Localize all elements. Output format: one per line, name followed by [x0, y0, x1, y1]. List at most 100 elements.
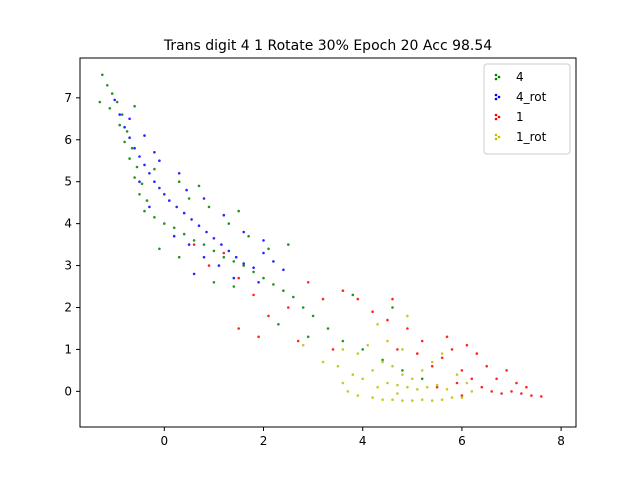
- point-1_rot-13: [406, 385, 409, 389]
- point-1_rot-44: [396, 392, 399, 395]
- point-1_rot-14: [416, 388, 419, 391]
- point-1-36: [505, 369, 508, 372]
- point-1-22: [371, 310, 374, 314]
- point-4_rot-2: [123, 125, 126, 129]
- point-4-8: [123, 140, 126, 144]
- plot-frame: [79, 57, 577, 428]
- point-1-31: [222, 251, 226, 255]
- point-1-26: [306, 281, 310, 284]
- point-4_rot-35: [222, 213, 226, 217]
- point-1-16: [495, 377, 498, 381]
- point-4_rot-26: [172, 234, 176, 238]
- point-1-14: [430, 364, 434, 368]
- point-1-6: [520, 392, 523, 395]
- point-1-15: [455, 381, 459, 385]
- point-1-3: [490, 390, 494, 393]
- point-1_rot-32: [430, 360, 434, 364]
- point-4-20: [182, 232, 186, 236]
- point-4_rot-40: [128, 117, 131, 121]
- y-tick-label: 4: [64, 217, 72, 231]
- y-tick-label: 2: [64, 300, 72, 314]
- point-4_rot-38: [192, 272, 196, 276]
- point-4-59: [133, 104, 136, 108]
- point-4_rot-42: [158, 159, 161, 162]
- point-4-26: [242, 264, 245, 267]
- point-4_rot-13: [182, 211, 186, 215]
- point-4-38: [401, 369, 404, 372]
- point-4_rot-10: [163, 193, 166, 196]
- point-4-23: [212, 249, 216, 253]
- point-4_rot-16: [205, 230, 208, 234]
- point-1_rot-33: [455, 373, 459, 376]
- point-4_rot-33: [177, 172, 181, 175]
- point-4_rot-22: [252, 266, 255, 270]
- point-4-10: [128, 157, 131, 160]
- point-4_rot-41: [143, 134, 146, 137]
- point-1_rot-22: [401, 373, 404, 376]
- x-tick-label: 2: [260, 434, 268, 448]
- point-1_rot-42: [440, 352, 444, 355]
- point-4_rot-14: [190, 218, 193, 221]
- point-4-44: [267, 247, 270, 251]
- legend-marker-1: [494, 113, 498, 117]
- point-1-12: [450, 348, 454, 351]
- point-4_rot-4: [133, 146, 136, 150]
- point-1_rot-34: [470, 390, 474, 393]
- point-4_rot-11: [168, 199, 171, 202]
- point-4-25: [232, 260, 236, 263]
- point-1_rot-21: [391, 364, 394, 368]
- point-4-4: [108, 107, 112, 110]
- point-4-43: [247, 234, 250, 238]
- point-1-33: [192, 243, 196, 246]
- point-1-7: [530, 394, 533, 397]
- legend-marker-4_rot: [494, 93, 498, 97]
- point-4-35: [341, 339, 345, 343]
- point-4-56: [351, 293, 355, 297]
- point-4_rot-17: [212, 237, 216, 240]
- legend-marker-4_rot: [497, 95, 501, 99]
- point-4-28: [262, 276, 265, 280]
- point-4-37: [381, 358, 384, 362]
- point-4-12: [133, 176, 136, 179]
- point-4-16: [143, 209, 146, 213]
- point-4_rot-31: [138, 180, 141, 183]
- point-1-38: [460, 394, 464, 397]
- legend-marker-1: [497, 115, 501, 119]
- point-1_rot-19: [371, 369, 374, 372]
- point-4-50: [212, 281, 216, 284]
- points-layer: [98, 73, 543, 402]
- point-4_rot-43: [185, 188, 188, 192]
- point-4_rot-36: [242, 230, 245, 234]
- point-4-17: [153, 216, 156, 219]
- point-4-51: [232, 285, 236, 288]
- point-1_rot-26: [341, 381, 345, 385]
- point-1-34: [396, 348, 399, 351]
- point-4-47: [177, 180, 181, 183]
- point-1_rot-30: [386, 339, 389, 343]
- point-1-35: [416, 352, 419, 355]
- point-4_rot-25: [282, 268, 285, 272]
- point-4_rot-1: [118, 113, 121, 116]
- legend-marker-1: [494, 117, 498, 121]
- point-1_rot-20: [381, 360, 384, 364]
- point-4-32: [301, 306, 305, 309]
- legend-marker-4_rot: [494, 97, 498, 101]
- point-4_rot-39: [232, 276, 236, 280]
- legend-marker-4: [494, 77, 498, 81]
- point-4_rot-6: [143, 163, 146, 167]
- point-1-40: [391, 297, 394, 301]
- point-4-3: [115, 100, 119, 104]
- point-1_rot-10: [376, 385, 379, 389]
- x-tick-label: 8: [557, 434, 565, 448]
- point-4-45: [287, 243, 290, 246]
- point-1-17: [515, 381, 518, 385]
- y-tick-label: 5: [64, 175, 72, 189]
- point-1_rot-3: [401, 399, 404, 402]
- point-1_rot-31: [401, 348, 404, 351]
- point-4_rot-18: [220, 243, 223, 246]
- point-1_rot-5: [420, 398, 424, 402]
- point-4-18: [163, 222, 166, 225]
- point-4_rot-3: [128, 136, 131, 139]
- y-tick-label: 3: [64, 259, 72, 273]
- point-1-37: [525, 385, 528, 389]
